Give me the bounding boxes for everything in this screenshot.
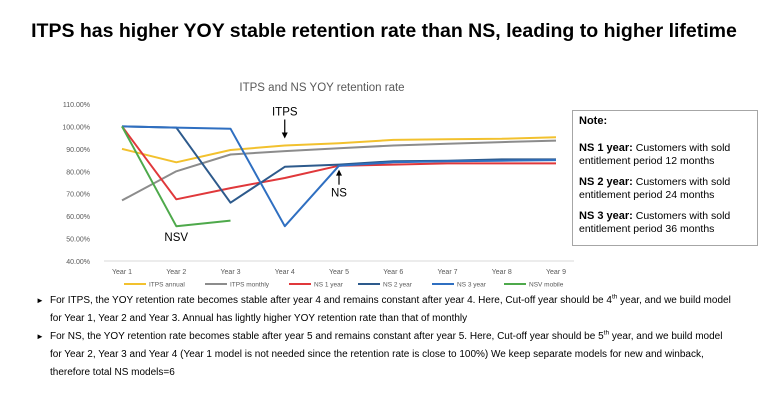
legend-label: ITPS annual [149, 282, 185, 289]
note-term: NS 2 year: [579, 176, 633, 188]
x-tick-label: Year 6 [383, 269, 403, 276]
bullet-text: year, and we build model for Year 1, Yea… [50, 295, 731, 324]
note-desc: Customers with sold entitlement period 1… [579, 142, 731, 167]
bullet-itps: ► For ITPS, the YOY retention rate becom… [36, 292, 736, 328]
bullet-triangle-icon: ► [36, 332, 44, 341]
series-line-itps-annual [121, 136, 557, 164]
bullet-triangle-icon: ► [36, 296, 44, 305]
bullet-list: ► For ITPS, the YOY retention rate becom… [36, 292, 736, 382]
note-title: Note: [579, 115, 608, 127]
y-tick-label: 80.00% [66, 169, 90, 176]
x-tick-label: Year 4 [275, 269, 295, 276]
y-tick-label: 50.00% [66, 237, 90, 244]
y-tick-label: 60.00% [66, 214, 90, 221]
bullet-text: year, and we build model for Year 2, Yea… [50, 331, 723, 378]
slide-title: ITPS has higher YOY stable retention rat… [31, 20, 737, 42]
note-item-ns2: NS 2 year: Customers with sold entitleme… [579, 176, 751, 202]
y-tick-label: 100.00% [62, 124, 90, 131]
x-tick-label: Year 2 [166, 269, 186, 276]
arrow-up-icon [336, 169, 342, 176]
note-item-ns1: NS 1 year: Customers with sold entitleme… [579, 142, 751, 168]
arrow-down-icon [281, 132, 288, 139]
x-tick-label: Year 3 [221, 269, 241, 276]
series-line-ns-3-year [121, 125, 557, 228]
series-line-ns-2-year [121, 125, 556, 204]
legend-label: NS 1 year [314, 282, 344, 289]
note-item-ns3: NS 3 year: Customers with sold entitleme… [579, 210, 751, 236]
legend-label: NS 2 year [383, 282, 413, 289]
y-tick-label: 40.00% [66, 259, 90, 266]
legend-label: ITPS monthly [230, 282, 270, 289]
series-line-itps-monthly [121, 139, 557, 202]
note-term: NS 3 year: [579, 210, 633, 222]
legend-label: NSV mobile [529, 282, 564, 289]
series-line-nsv-mobile [121, 125, 231, 228]
legend-label: NS 3 year [457, 282, 487, 289]
chart-title: ITPS and NS YOY retention rate [239, 82, 404, 94]
y-tick-label: 90.00% [66, 147, 90, 154]
x-tick-label: Year 9 [546, 269, 566, 276]
bullet-text: For ITPS, the YOY retention rate becomes… [50, 295, 612, 306]
annotation-label: ITPS [272, 106, 298, 118]
ordinal-suffix: th [603, 329, 610, 337]
annotation-label: NSV [164, 232, 188, 244]
x-tick-label: Year 8 [492, 269, 512, 276]
note-box: Note: NS 1 year: Customers with sold ent… [572, 110, 758, 246]
bullet-ns: ► For NS, the YOY retention rate becomes… [36, 328, 736, 382]
note-desc: Customers with sold entitlement period 3… [579, 210, 731, 235]
bullet-text: For NS, the YOY retention rate becomes s… [50, 331, 604, 342]
y-tick-label: 110.00% [63, 102, 90, 109]
note-desc: Customers with sold entitlement period 2… [579, 176, 731, 201]
x-tick-label: Year 5 [329, 269, 349, 276]
annotation-label: NS [331, 188, 347, 200]
y-tick-label: 70.00% [66, 192, 90, 199]
note-term: NS 1 year: [579, 142, 633, 154]
x-tick-label: Year 7 [438, 269, 458, 276]
ordinal-suffix: th [611, 293, 618, 301]
x-tick-label: Year 1 [112, 269, 132, 276]
